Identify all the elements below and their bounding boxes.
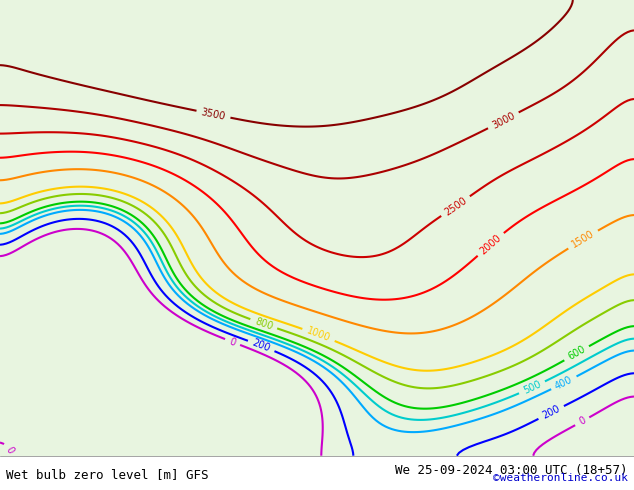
Text: 1500: 1500: [570, 229, 596, 250]
Text: 1000: 1000: [306, 326, 332, 343]
Text: 3500: 3500: [200, 107, 226, 122]
Text: 200: 200: [251, 338, 272, 354]
Text: 400: 400: [553, 374, 574, 392]
Text: 0: 0: [228, 336, 237, 348]
Text: Wet bulb zero level [m] GFS: Wet bulb zero level [m] GFS: [6, 467, 209, 481]
Text: 500: 500: [522, 379, 543, 396]
Text: ©weatheronline.co.uk: ©weatheronline.co.uk: [493, 473, 628, 483]
Text: 600: 600: [566, 344, 587, 362]
Text: 0: 0: [577, 416, 587, 427]
Text: 3000: 3000: [490, 110, 517, 130]
Text: 200: 200: [541, 404, 562, 421]
Text: 2000: 2000: [478, 232, 503, 256]
Text: 800: 800: [254, 316, 274, 332]
Text: 0: 0: [4, 445, 15, 455]
Text: 2500: 2500: [443, 195, 469, 217]
Text: We 25-09-2024 03:00 UTC (18+57): We 25-09-2024 03:00 UTC (18+57): [395, 465, 628, 477]
